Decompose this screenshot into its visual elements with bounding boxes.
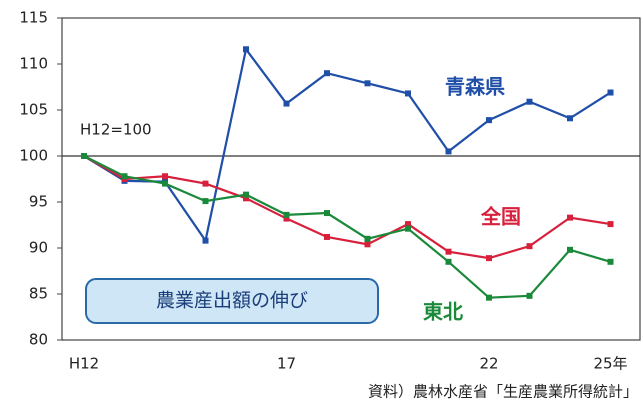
point (121, 173, 128, 180)
y-tick-label: 85 (29, 285, 48, 303)
point (283, 215, 290, 222)
note: H12=100 (80, 121, 152, 139)
y-tick-label: 80 (29, 331, 48, 349)
x-tick-label: 22 (479, 355, 498, 373)
x-tick-label: H12 (69, 355, 99, 373)
annotation-box (85, 278, 379, 324)
x-tick-label: 17 (277, 355, 296, 373)
series-label: 青森県 (445, 75, 505, 99)
y-tick-label: 90 (29, 239, 48, 257)
point (324, 70, 330, 77)
point (324, 233, 330, 240)
series-label: 全国 (480, 205, 521, 229)
series-line (83, 46, 612, 244)
point (243, 195, 249, 202)
point (526, 292, 533, 299)
series-line (83, 155, 611, 299)
point (405, 90, 411, 97)
y-tick-label: 100 (19, 147, 48, 165)
x-tick-label: 25年 (593, 355, 627, 373)
y-tick-label: 105 (19, 101, 48, 119)
point (486, 255, 492, 262)
point (567, 214, 573, 221)
point (486, 294, 492, 301)
point (243, 191, 249, 198)
point (607, 89, 614, 96)
point (607, 221, 614, 228)
point (243, 46, 249, 53)
source: 資料）農林水産省「生産農業所得統計」 (368, 383, 638, 401)
point (445, 258, 452, 265)
point (405, 225, 411, 232)
box-label: 農業産出額の伸び (156, 290, 308, 312)
point (486, 117, 492, 124)
point (526, 98, 533, 105)
point (283, 211, 290, 218)
point (283, 100, 290, 107)
point (567, 246, 573, 253)
point (526, 243, 533, 250)
y-tick-label: 110 (19, 55, 48, 73)
point (567, 115, 573, 122)
point (162, 180, 168, 187)
point (202, 180, 209, 187)
point (405, 221, 411, 228)
y-tick-label: 95 (29, 193, 48, 211)
point (364, 235, 371, 242)
point (445, 248, 452, 255)
point (607, 258, 614, 265)
point (364, 241, 371, 248)
y-tick-label: 115 (19, 9, 48, 27)
point (445, 148, 452, 155)
series-line (83, 155, 611, 260)
point (81, 153, 87, 159)
point (162, 173, 168, 180)
series-label: 東北 (423, 300, 463, 324)
point (324, 210, 330, 217)
point (364, 80, 371, 87)
point (202, 198, 209, 205)
point (202, 237, 209, 244)
